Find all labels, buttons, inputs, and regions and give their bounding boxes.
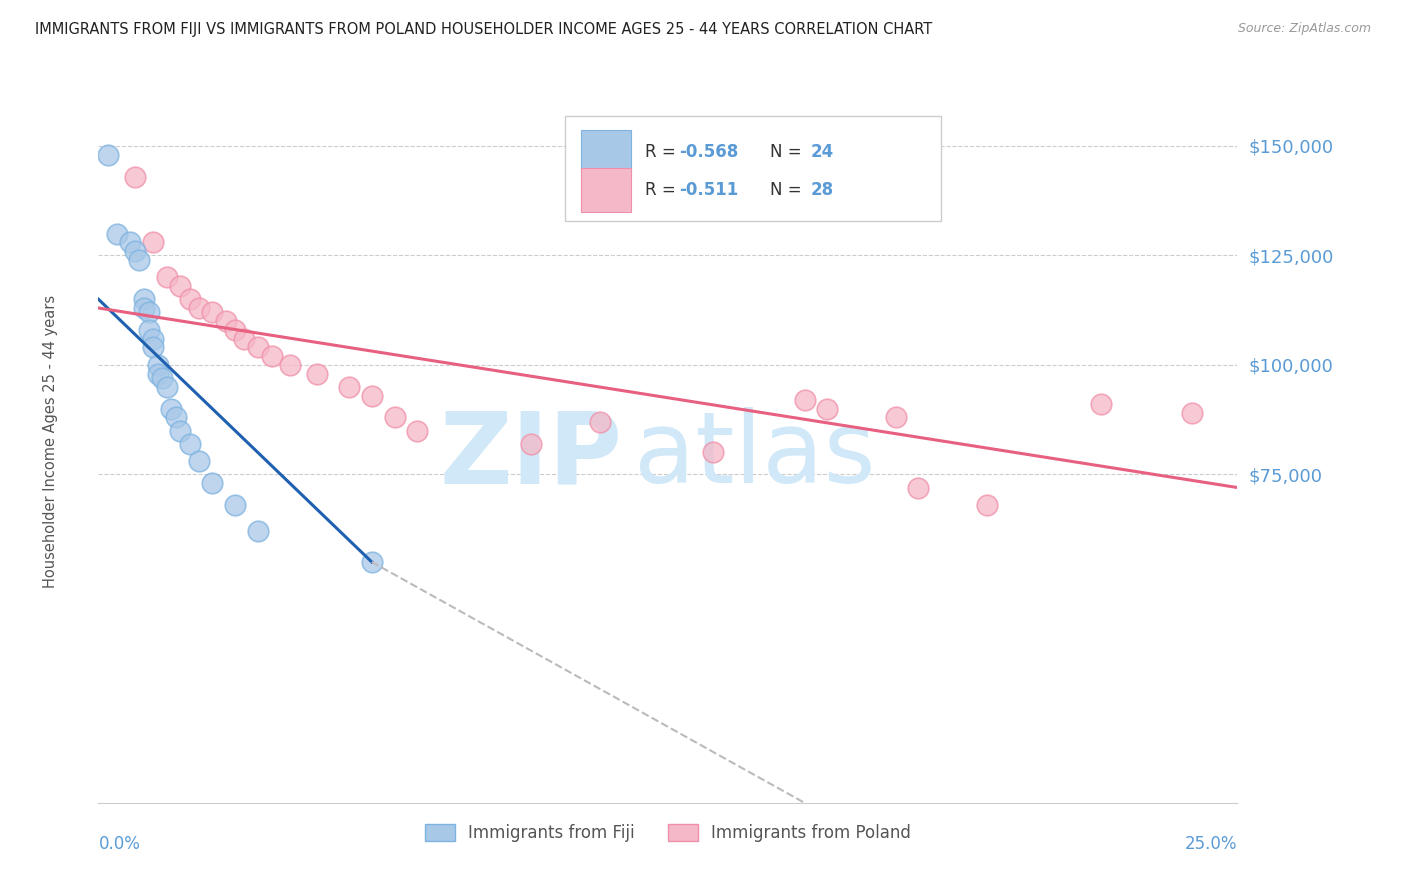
Text: -0.511: -0.511 xyxy=(679,181,738,199)
Point xyxy=(246,340,269,354)
Point xyxy=(815,401,838,416)
Text: R =: R = xyxy=(645,181,681,199)
Point xyxy=(179,292,201,306)
Point xyxy=(246,524,269,539)
Text: R =: R = xyxy=(645,144,681,161)
Point xyxy=(278,358,301,372)
Text: Householder Income Ages 25 - 44 years: Householder Income Ages 25 - 44 years xyxy=(44,295,58,588)
Text: N =: N = xyxy=(770,181,807,199)
Point xyxy=(215,314,238,328)
Point xyxy=(588,415,610,429)
Text: -0.568: -0.568 xyxy=(679,144,738,161)
Point xyxy=(132,292,155,306)
Point xyxy=(884,410,907,425)
Text: ZIP: ZIP xyxy=(440,408,623,505)
Point xyxy=(907,481,929,495)
Point xyxy=(142,235,165,250)
Point xyxy=(360,555,382,569)
Text: IMMIGRANTS FROM FIJI VS IMMIGRANTS FROM POLAND HOUSEHOLDER INCOME AGES 25 - 44 Y: IMMIGRANTS FROM FIJI VS IMMIGRANTS FROM … xyxy=(35,22,932,37)
Point xyxy=(793,392,815,407)
Point xyxy=(128,252,150,267)
Point xyxy=(187,454,209,468)
Text: 24: 24 xyxy=(810,144,834,161)
Point xyxy=(1181,406,1204,420)
Point xyxy=(138,305,160,319)
Point xyxy=(150,371,173,385)
Point xyxy=(142,332,165,346)
Point xyxy=(201,305,224,319)
Point xyxy=(105,227,128,241)
Point xyxy=(976,498,998,512)
Text: atlas: atlas xyxy=(634,408,876,505)
Point xyxy=(142,340,165,354)
Point xyxy=(120,235,142,250)
Text: 0.0%: 0.0% xyxy=(98,835,141,854)
Point xyxy=(1090,397,1112,411)
Point xyxy=(96,147,118,161)
Point xyxy=(702,445,724,459)
Text: Source: ZipAtlas.com: Source: ZipAtlas.com xyxy=(1237,22,1371,36)
Point xyxy=(187,301,209,315)
Legend: Immigrants from Fiji, Immigrants from Poland: Immigrants from Fiji, Immigrants from Po… xyxy=(418,817,918,848)
Point xyxy=(360,388,382,402)
Point xyxy=(224,323,246,337)
Point xyxy=(156,270,179,285)
FancyBboxPatch shape xyxy=(565,117,941,221)
Point xyxy=(124,244,146,258)
Point xyxy=(337,380,360,394)
Point xyxy=(179,436,201,450)
Point xyxy=(165,410,187,425)
Point xyxy=(156,380,179,394)
Text: 28: 28 xyxy=(810,181,834,199)
FancyBboxPatch shape xyxy=(581,130,631,174)
Point xyxy=(169,424,191,438)
Point xyxy=(233,332,256,346)
Point xyxy=(260,349,283,363)
Point xyxy=(132,301,155,315)
Point xyxy=(520,436,543,450)
Text: 25.0%: 25.0% xyxy=(1185,835,1237,854)
Point xyxy=(160,401,183,416)
Point xyxy=(224,498,246,512)
Point xyxy=(169,279,191,293)
Point xyxy=(146,367,169,381)
Point xyxy=(146,358,169,372)
Point xyxy=(384,410,406,425)
Text: N =: N = xyxy=(770,144,807,161)
Point xyxy=(406,424,429,438)
Point xyxy=(138,323,160,337)
FancyBboxPatch shape xyxy=(581,169,631,212)
Point xyxy=(124,169,146,184)
Point xyxy=(307,367,329,381)
Point xyxy=(201,476,224,491)
